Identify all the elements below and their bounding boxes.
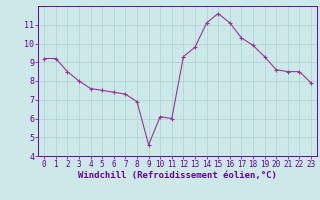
X-axis label: Windchill (Refroidissement éolien,°C): Windchill (Refroidissement éolien,°C) xyxy=(78,171,277,180)
